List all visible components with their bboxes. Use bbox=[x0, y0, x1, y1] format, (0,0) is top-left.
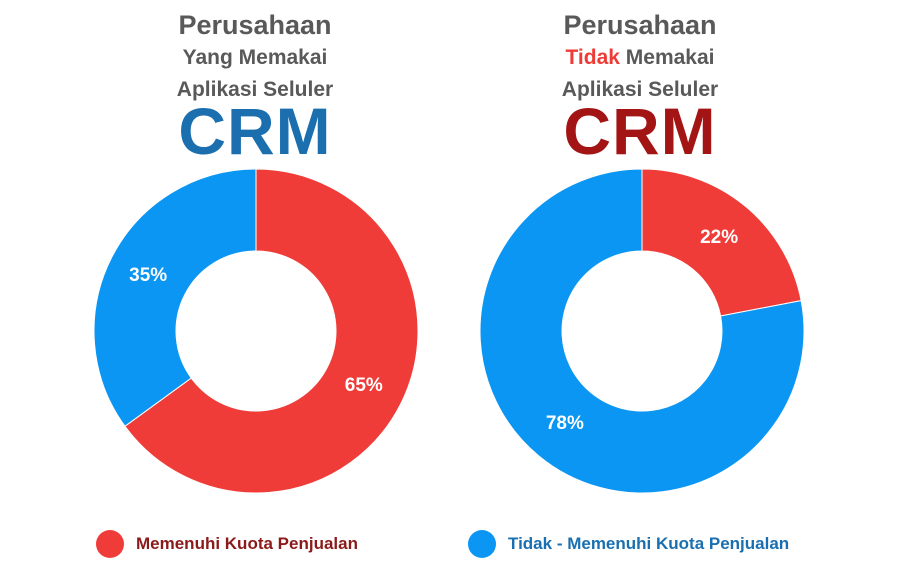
donut0-label-1: 35% bbox=[129, 265, 167, 286]
right-donut-chart: 22% 78% bbox=[479, 168, 805, 494]
donut0-label-0: 65% bbox=[345, 375, 383, 396]
legend-label-memenuhi: Memenuhi Kuota Penjualan bbox=[136, 534, 358, 553]
left-donut-chart: 65% 35% bbox=[93, 168, 419, 494]
donut0-slice-0 bbox=[124, 168, 419, 494]
donut1-label-1: 78% bbox=[546, 413, 584, 434]
legend-item-tidak-memenuhi: Tidak - Memenuhi Kuota Penjualan bbox=[468, 530, 789, 558]
right-title-highlight: Tidak bbox=[565, 46, 620, 69]
left-crm-heading: CRM bbox=[178, 94, 332, 168]
right-title-line2-rest: Memakai bbox=[619, 46, 715, 69]
right-title-line1: Perusahaan bbox=[563, 10, 717, 40]
donut1-slice-0 bbox=[641, 168, 802, 317]
right-crm-heading: CRM bbox=[563, 94, 717, 168]
donut0-slice-1 bbox=[93, 168, 257, 427]
left-title: Perusahaan Yang Memakai Aplikasi Seluler bbox=[90, 8, 420, 106]
right-title-line2: Tidak Memakai bbox=[475, 42, 805, 74]
right-title: Perusahaan Tidak Memakai Aplikasi Selule… bbox=[475, 8, 805, 106]
right-title-line3: Aplikasi Seluler bbox=[561, 78, 719, 101]
left-title-line3: Aplikasi Seluler bbox=[176, 78, 334, 101]
legend-label-tidak-memenuhi: Tidak - Memenuhi Kuota Penjualan bbox=[508, 534, 790, 553]
left-title-line1: Perusahaan bbox=[178, 10, 332, 40]
left-title-line2: Yang Memakai bbox=[182, 46, 328, 69]
donut1-label-0: 22% bbox=[700, 227, 738, 248]
legend-red-dot-icon bbox=[96, 530, 124, 558]
legend-blue-dot-icon bbox=[468, 530, 496, 558]
legend-item-memenuhi: Memenuhi Kuota Penjualan bbox=[96, 530, 358, 558]
donut1-slice-1 bbox=[479, 168, 805, 494]
